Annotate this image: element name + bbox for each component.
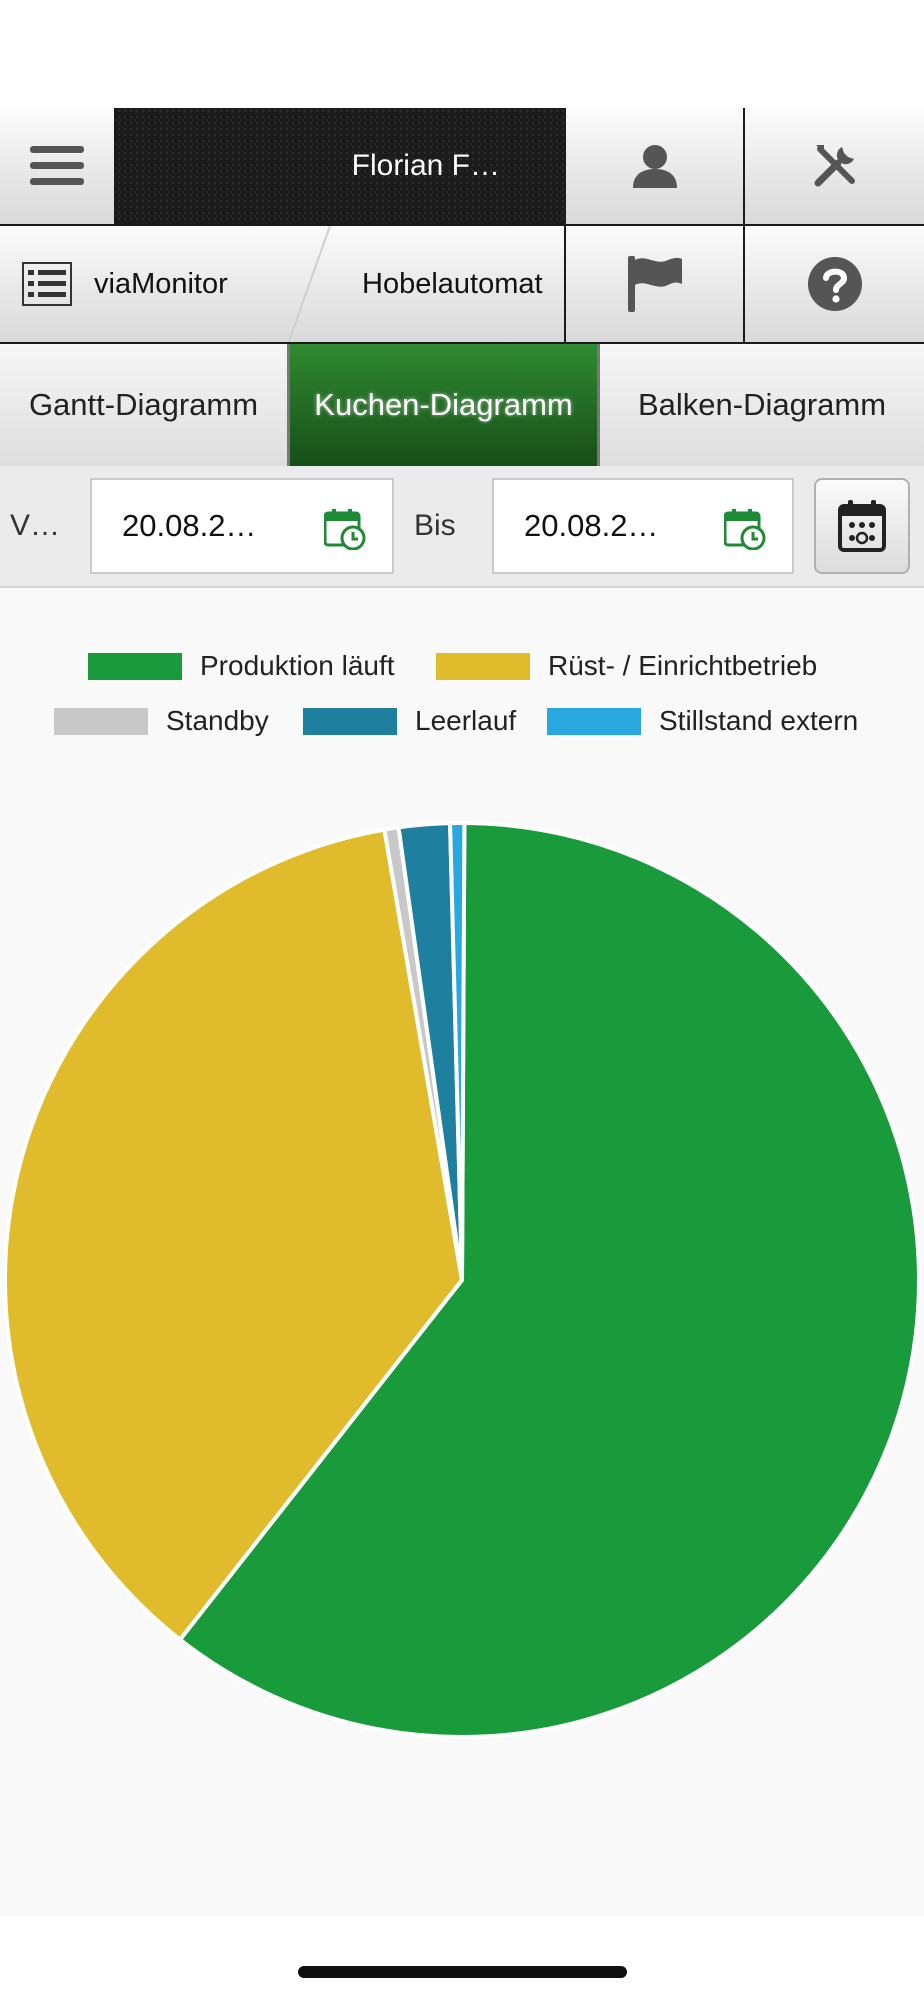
user-icon bbox=[632, 145, 677, 188]
legend-item-produktion[interactable]: Produktion läuft bbox=[88, 646, 395, 686]
calendar-clock-icon[interactable] bbox=[324, 508, 366, 550]
to-date-value: 20.08.2… bbox=[524, 508, 659, 543]
breadcrumb-app-label: viaMonitor bbox=[94, 267, 228, 300]
from-label: V… bbox=[10, 509, 61, 542]
help-icon bbox=[807, 257, 862, 311]
legend-swatch bbox=[547, 707, 641, 735]
pie-chart bbox=[3, 821, 921, 1739]
calendar-icon bbox=[838, 500, 886, 552]
breadcrumb-app[interactable]: viaMonitor bbox=[0, 262, 300, 306]
legend-label: Leerlauf bbox=[415, 705, 517, 736]
pie-slice-produktion[interactable] bbox=[178, 821, 921, 1739]
user-name-display: Florian F… bbox=[116, 108, 566, 226]
menu-button[interactable] bbox=[0, 108, 116, 226]
breadcrumb-separator bbox=[287, 226, 331, 342]
top-bar: Florian F… bbox=[0, 108, 924, 226]
to-date-input[interactable]: 20.08.2… bbox=[492, 478, 794, 574]
pie-chart-panel: Produktion läuft Rüst- / Einrichtbetrieb… bbox=[0, 590, 924, 1916]
legend-swatch bbox=[54, 707, 148, 735]
breadcrumb-device[interactable]: Hobelautomat bbox=[362, 267, 543, 300]
breadcrumb-bar: viaMonitor Hobelautomat bbox=[0, 226, 924, 344]
tab-kuchen-diagramm[interactable]: Kuchen-Diagramm bbox=[287, 344, 600, 466]
calendar-clock-icon[interactable] bbox=[724, 508, 766, 550]
legend-label: Rüst- / Einrichtbetrieb bbox=[548, 650, 818, 681]
from-date-value: 20.08.2… bbox=[122, 508, 257, 543]
legend-item-leerlauf[interactable]: Leerlauf bbox=[303, 701, 516, 741]
monitor-list-icon bbox=[22, 262, 72, 306]
flag-icon bbox=[627, 256, 682, 312]
calendar-picker-button[interactable] bbox=[814, 478, 910, 574]
legend-label: Produktion läuft bbox=[200, 650, 395, 681]
date-range-bar: V… 20.08.2… Bis 20.08.2… bbox=[0, 466, 924, 588]
from-date-input[interactable]: 20.08.2… bbox=[90, 478, 394, 574]
legend-label: Standby bbox=[166, 705, 269, 736]
settings-button[interactable] bbox=[745, 108, 924, 226]
breadcrumb: viaMonitor Hobelautomat bbox=[0, 226, 566, 344]
user-name: Florian F… bbox=[351, 149, 500, 182]
pie-slice-ruest[interactable] bbox=[3, 827, 464, 1642]
chart-type-tabs: Gantt-Diagramm Kuchen-Diagramm Balken-Di… bbox=[0, 344, 924, 466]
tab-gantt-diagramm[interactable]: Gantt-Diagramm bbox=[0, 344, 287, 466]
help-button[interactable] bbox=[745, 226, 924, 344]
tab-balken-diagramm[interactable]: Balken-Diagramm bbox=[600, 344, 924, 466]
legend-item-stillstand[interactable]: Stillstand extern bbox=[547, 701, 858, 741]
legend-swatch bbox=[436, 652, 530, 680]
legend-item-ruest[interactable]: Rüst- / Einrichtbetrieb bbox=[436, 646, 817, 686]
pie-slice-stillstand[interactable] bbox=[448, 821, 467, 1282]
legend-item-standby[interactable]: Standby bbox=[54, 701, 269, 741]
to-label: Bis bbox=[414, 509, 456, 542]
legend-label: Stillstand extern bbox=[659, 705, 859, 736]
profile-button[interactable] bbox=[566, 108, 745, 226]
flag-button[interactable] bbox=[566, 226, 745, 344]
legend-swatch bbox=[88, 652, 182, 680]
home-indicator bbox=[298, 1966, 627, 1978]
legend-swatch bbox=[303, 707, 397, 735]
hamburger-menu-icon bbox=[30, 146, 84, 185]
tools-icon bbox=[814, 145, 855, 187]
